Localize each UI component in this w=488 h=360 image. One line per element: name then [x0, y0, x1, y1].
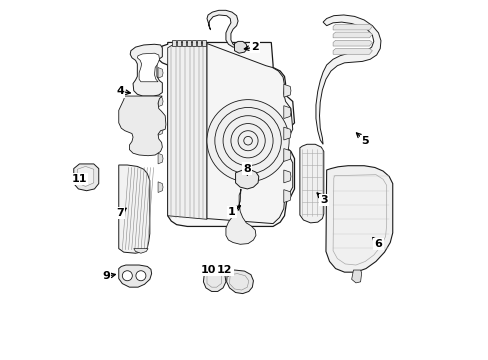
Polygon shape: [299, 144, 323, 223]
Polygon shape: [283, 170, 290, 183]
Polygon shape: [130, 44, 162, 96]
Polygon shape: [177, 40, 181, 46]
Polygon shape: [283, 106, 290, 118]
Text: 8: 8: [243, 163, 251, 174]
Polygon shape: [137, 53, 159, 82]
Polygon shape: [332, 49, 372, 54]
Text: 9: 9: [102, 271, 110, 282]
Polygon shape: [119, 165, 149, 253]
Polygon shape: [226, 270, 253, 294]
Text: 1: 1: [228, 207, 235, 217]
Polygon shape: [206, 44, 292, 224]
Polygon shape: [332, 32, 372, 38]
Polygon shape: [332, 24, 372, 30]
Polygon shape: [235, 170, 258, 189]
Polygon shape: [206, 10, 238, 47]
Polygon shape: [158, 182, 163, 193]
Polygon shape: [202, 40, 205, 46]
Polygon shape: [351, 270, 361, 283]
Polygon shape: [197, 40, 201, 46]
Text: 6: 6: [374, 239, 382, 249]
Polygon shape: [167, 42, 206, 219]
Polygon shape: [158, 153, 163, 164]
Polygon shape: [172, 40, 176, 46]
Polygon shape: [119, 265, 151, 287]
Polygon shape: [283, 84, 290, 97]
Polygon shape: [332, 40, 372, 46]
Circle shape: [136, 271, 145, 281]
Polygon shape: [283, 149, 290, 161]
Circle shape: [244, 175, 250, 182]
Text: 3: 3: [319, 195, 327, 204]
Polygon shape: [225, 189, 255, 244]
Polygon shape: [283, 190, 290, 203]
Text: 12: 12: [217, 265, 232, 275]
Polygon shape: [158, 125, 163, 135]
Polygon shape: [192, 40, 196, 46]
Text: 7: 7: [116, 208, 124, 218]
Text: 5: 5: [361, 136, 368, 147]
Polygon shape: [159, 42, 294, 226]
Circle shape: [235, 228, 244, 236]
Text: 2: 2: [251, 42, 259, 52]
Text: 10: 10: [200, 265, 215, 275]
Circle shape: [206, 100, 288, 182]
Circle shape: [122, 271, 132, 281]
Polygon shape: [77, 166, 94, 186]
Polygon shape: [203, 270, 225, 292]
Polygon shape: [234, 41, 247, 53]
Polygon shape: [74, 164, 99, 191]
Polygon shape: [182, 40, 185, 46]
Text: 11: 11: [72, 174, 87, 184]
Polygon shape: [158, 67, 163, 78]
Polygon shape: [325, 166, 392, 272]
Polygon shape: [158, 96, 163, 107]
Polygon shape: [187, 40, 190, 46]
Circle shape: [244, 233, 252, 242]
Polygon shape: [134, 249, 148, 253]
Polygon shape: [315, 15, 380, 144]
Text: 4: 4: [116, 86, 124, 96]
Polygon shape: [119, 96, 165, 156]
Polygon shape: [283, 127, 290, 140]
